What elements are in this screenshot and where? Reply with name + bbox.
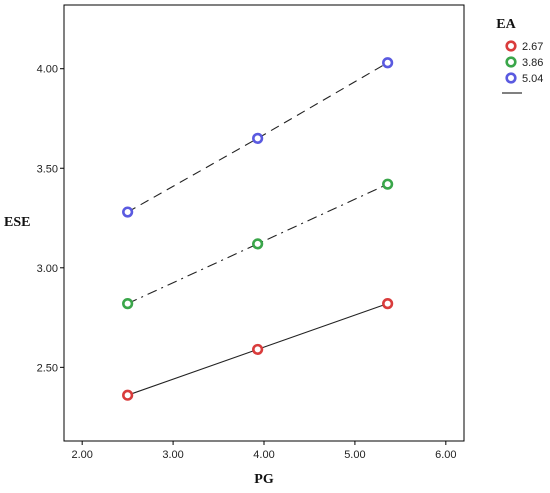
- series-line-5.04: [127, 62, 388, 213]
- series-points: [122, 57, 394, 401]
- data-point: [252, 343, 264, 356]
- x-tick-label: 6.00: [435, 449, 456, 461]
- data-point: [122, 389, 134, 401]
- legend-marker: [505, 72, 517, 84]
- data-point: [252, 132, 264, 144]
- legend-marker: [505, 40, 517, 52]
- data-point: [122, 298, 134, 310]
- legend-title: EA: [496, 17, 516, 32]
- data-point: [382, 178, 394, 190]
- legend-label: 5.04: [522, 73, 543, 85]
- data-point: [382, 57, 394, 69]
- y-tick-labels: 2.50 3.00 3.50 4.00: [37, 64, 58, 375]
- plot-area: [63, 4, 465, 442]
- legend-marker: [505, 56, 517, 68]
- y-tick-label: 3.50: [37, 163, 58, 175]
- x-tick-label: 2.00: [71, 449, 92, 461]
- axis-ticks: [60, 68, 447, 445]
- y-tick-label: 3.00: [37, 263, 58, 275]
- x-tick-label: 5.00: [344, 449, 365, 461]
- x-tick-label: 3.00: [162, 449, 183, 461]
- series-line-3.86: [127, 183, 388, 305]
- legend-label: 2.67: [522, 41, 543, 53]
- x-axis-title: PG: [254, 472, 274, 487]
- data-point: [382, 298, 394, 310]
- y-axis-title: ESE: [4, 215, 30, 230]
- y-tick-label: 2.50: [37, 362, 58, 374]
- legend: EA 2.67 3.86 5.04: [496, 17, 543, 94]
- x-tick-label: 4.00: [253, 449, 274, 461]
- y-tick-label: 4.00: [37, 64, 58, 76]
- x-tick-labels: 2.00 3.00 4.00 5.00 6.00: [71, 449, 456, 461]
- legend-label: 3.86: [522, 57, 543, 69]
- data-point: [252, 238, 264, 250]
- data-point: [122, 206, 134, 218]
